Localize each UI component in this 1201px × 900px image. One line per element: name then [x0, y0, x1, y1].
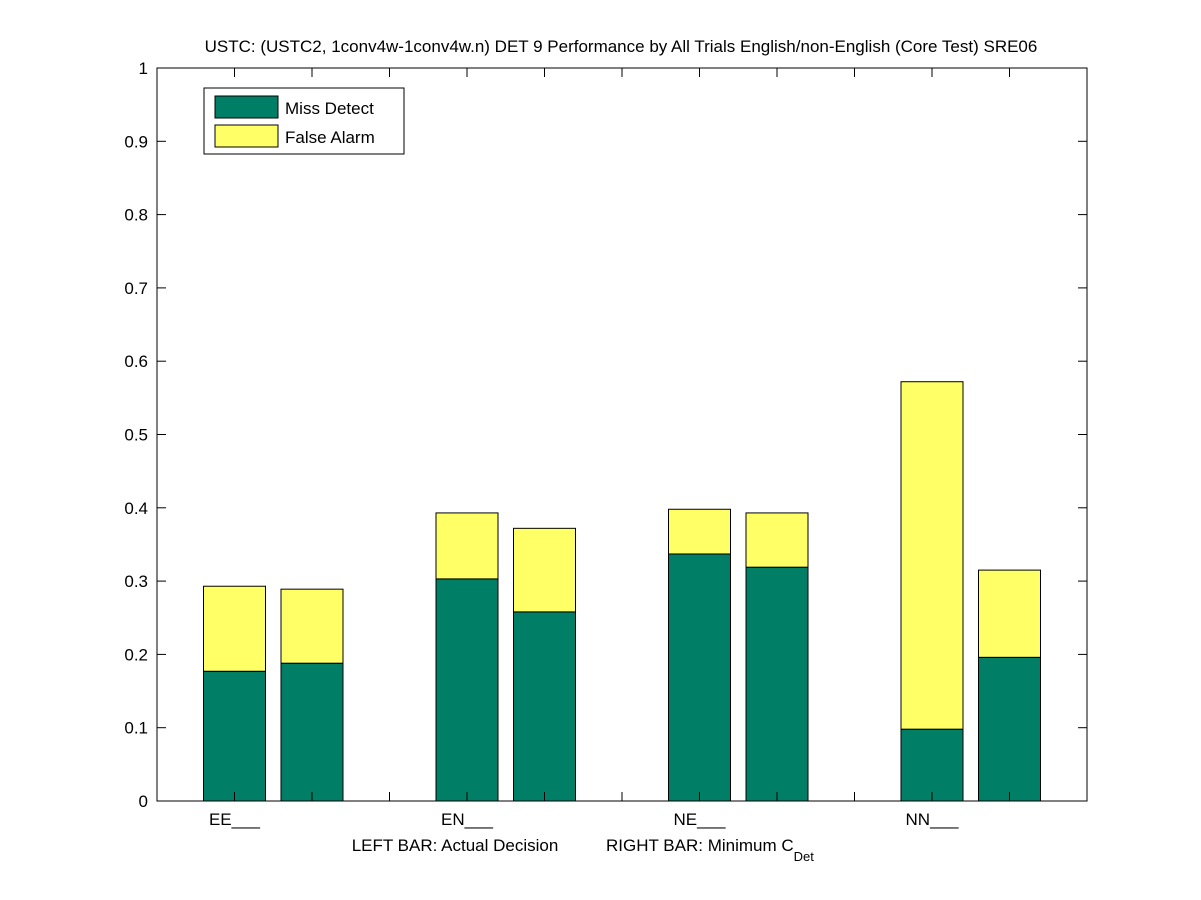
bar-en-minimum-miss-detect: [513, 611, 576, 802]
bar-en-actual-false-alarm: [435, 512, 499, 580]
bar-ne-actual-miss-detect: [668, 553, 731, 802]
legend-swatch-miss-detect: [214, 95, 279, 119]
bar-nn-actual-false-alarm: [900, 381, 964, 730]
y-tick-label: 0.8: [124, 206, 148, 225]
legend-label-miss-detect: Miss Detect: [285, 99, 374, 118]
category-label: NN___: [906, 810, 959, 829]
legend-swatch-false-alarm: [214, 124, 279, 148]
bar-ne-minimum-miss-detect: [745, 566, 809, 802]
y-tick-label: 0: [139, 792, 148, 811]
y-tick-label: 0.2: [124, 645, 148, 664]
chart-title: USTC: (USTC2, 1conv4w-1conv4w.n) DET 9 P…: [205, 37, 1038, 56]
bar-nn-actual-miss-detect: [900, 728, 964, 802]
bar-en-minimum-false-alarm: [513, 527, 576, 613]
y-tick-label: 0.9: [124, 132, 148, 151]
category-label: EN___: [441, 810, 494, 829]
y-tick-label: 0.4: [124, 499, 148, 518]
bars-layer: [203, 381, 1041, 802]
bar-ne-minimum-false-alarm: [745, 512, 809, 568]
x-axis: [234, 68, 1010, 801]
y-tick-label: 1: [139, 59, 148, 78]
bar-ee-minimum-false-alarm: [280, 588, 344, 664]
y-tick-label: 0.3: [124, 572, 148, 591]
bar-ne-actual-false-alarm: [668, 508, 731, 555]
legend-label-false-alarm: False Alarm: [285, 128, 375, 147]
y-tick-label: 0.5: [124, 426, 148, 445]
bar-en-actual-miss-detect: [435, 578, 499, 802]
category-label: NE___: [674, 810, 727, 829]
x-label-right-subscript: Det: [794, 849, 815, 864]
bar-nn-minimum-false-alarm: [978, 569, 1041, 658]
x-label-right-main: RIGHT BAR: Minimum C: [606, 836, 794, 855]
bar-ee-actual-false-alarm: [203, 585, 266, 672]
legend: Miss Detect False Alarm: [203, 87, 405, 155]
category-label: EE___: [209, 810, 261, 829]
bar-nn-minimum-miss-detect: [978, 656, 1041, 802]
y-tick-label: 0.7: [124, 279, 148, 298]
bar-ee-minimum-miss-detect: [280, 662, 344, 802]
y-tick-label: 0.1: [124, 719, 148, 738]
x-label-right: RIGHT BAR: Minimum CDet: [606, 836, 814, 864]
category-labels: EE___ EN___ NE___ NN___: [209, 810, 959, 829]
bar-ee-actual-miss-detect: [203, 670, 266, 802]
y-axis: 0 0.1 0.2 0.3 0.4 0.5 0.6 0.7 0.8 0.9 1: [124, 59, 1087, 811]
x-label-left: LEFT BAR: Actual Decision: [352, 836, 559, 855]
y-tick-label: 0.6: [124, 352, 148, 371]
